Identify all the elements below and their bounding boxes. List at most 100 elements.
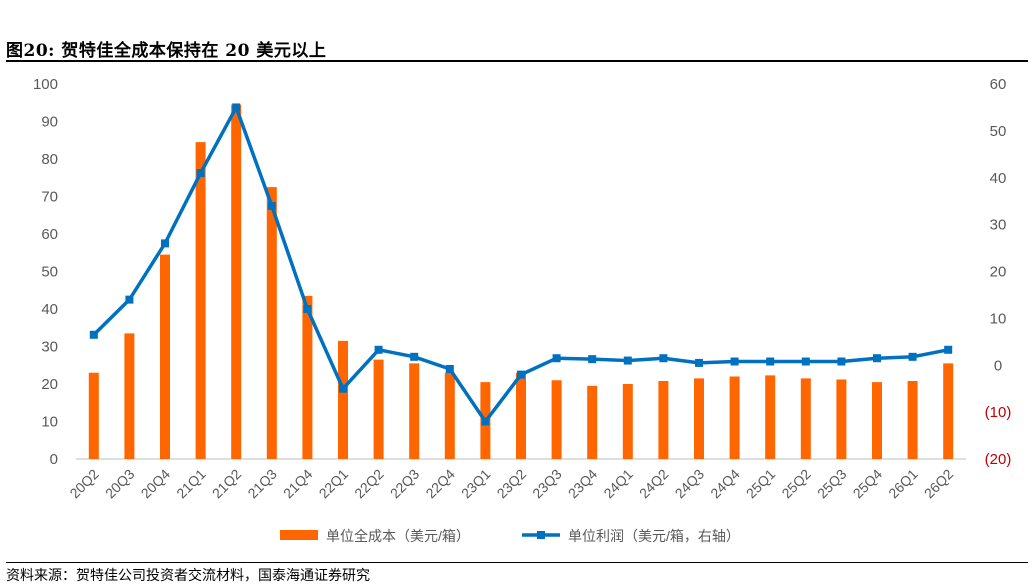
x-tick-label: 24Q3 (672, 466, 708, 502)
bar (943, 363, 954, 459)
line-marker (410, 352, 419, 361)
line-marker (908, 352, 917, 361)
line-marker (944, 345, 953, 354)
line-marker (623, 356, 632, 365)
y-left-tick-label: 50 (41, 264, 58, 281)
y-right-tick-label: 50 (990, 123, 1007, 140)
bar (195, 142, 206, 459)
bar (622, 384, 633, 459)
line-marker (481, 417, 490, 426)
x-tick-label: 23Q1 (458, 466, 494, 502)
combo-chart: 0 10 20 30 40 50 60 70 80 90 100 (20) (10) 0 10 20 30 40 5… (33, 76, 1012, 544)
bar (907, 381, 918, 459)
y-right-tick-label: 60 (990, 76, 1007, 93)
line-marker (339, 384, 347, 393)
x-tick-label: 20Q3 (102, 466, 138, 502)
y-left-tick-label: 10 (41, 414, 58, 431)
line-marker (267, 201, 276, 210)
x-tick-label: 25Q3 (814, 466, 850, 502)
legend-swatch-marker (537, 531, 545, 539)
x-tick-label: 25Q4 (850, 466, 886, 502)
y-left-tick-label: 0 (50, 451, 58, 468)
x-tick-label: 22Q1 (316, 466, 352, 502)
chart-legend: 单位全成本（美元/箱） 单位利润（美元/箱，右轴） (280, 528, 740, 544)
x-tick-label: 25Q2 (778, 466, 814, 502)
line-marker (89, 330, 98, 339)
line-marker (659, 354, 668, 363)
x-tick-label: 23Q2 (494, 466, 530, 502)
y-left-tick-label: 20 (41, 376, 58, 393)
line-marker (232, 103, 241, 112)
y-left-tick-label: 30 (41, 339, 58, 356)
y-right-tick-label: 10 (990, 310, 1007, 327)
bar-series (88, 104, 954, 459)
bar (373, 359, 384, 459)
x-tick-label: 24Q4 (707, 466, 743, 502)
y-left-tick-label: 100 (33, 76, 58, 93)
line-marker (161, 239, 169, 248)
bar (872, 382, 882, 459)
line-marker (588, 355, 597, 364)
line-marker (766, 357, 775, 366)
x-tick-label: 21Q1 (173, 466, 209, 502)
legend-swatch-bar (280, 530, 318, 540)
title-divider (6, 60, 1028, 62)
bar (409, 363, 420, 459)
line-marker (837, 357, 846, 366)
source-divider (6, 562, 1028, 563)
x-tick-label: 22Q2 (351, 466, 387, 502)
bar (587, 385, 598, 459)
figure-title: 图20: 贺特佳全成本保持在 20 美元以上 (6, 41, 327, 61)
x-tick-label: 22Q4 (422, 466, 458, 502)
line-marker (196, 169, 205, 178)
bar (338, 340, 348, 459)
line-series (89, 103, 953, 426)
line-marker (445, 365, 454, 373)
source-note: 资料来源：贺特佳公司投资者交流材料，国泰海通证券研究 (6, 568, 370, 584)
y-right-tick-label: 20 (990, 264, 1007, 281)
x-tick-label: 21Q3 (244, 466, 280, 502)
bar (551, 380, 562, 459)
bar (729, 376, 740, 459)
x-tick-label: 21Q2 (209, 466, 245, 502)
x-tick-label: 23Q4 (565, 466, 601, 502)
x-tick-label: 20Q2 (66, 466, 102, 502)
line-marker (303, 305, 312, 313)
x-tick-label: 24Q2 (636, 466, 672, 502)
bar (302, 295, 313, 459)
y-left-tick-label: 90 (41, 114, 58, 131)
bar (444, 372, 455, 459)
line-marker (801, 357, 810, 366)
y-right-tick-label: (20) (985, 451, 1012, 468)
legend-label-bar: 单位全成本（美元/箱） (326, 528, 470, 544)
y-right-tick-label: 0 (994, 357, 1002, 374)
y-right-tick-label: (10) (985, 404, 1012, 421)
line-marker (517, 370, 525, 379)
line-marker (730, 357, 739, 366)
bar (658, 381, 669, 459)
bar (516, 372, 526, 459)
bar (160, 254, 170, 459)
x-tick-label: 23Q3 (529, 466, 565, 502)
y-right-tick-label: 40 (990, 170, 1007, 187)
x-tick-label: 22Q3 (387, 466, 423, 502)
y-left-tick-label: 40 (41, 301, 58, 318)
y-left-tick-label: 70 (41, 189, 58, 206)
x-tick-label: 20Q4 (138, 466, 174, 502)
x-tick-label: 25Q1 (743, 466, 779, 502)
y-left-tick-label: 80 (41, 151, 58, 168)
line-marker (695, 358, 703, 367)
bar (266, 187, 277, 459)
x-tick-label: 21Q4 (280, 466, 316, 502)
x-tick-label: 26Q2 (921, 466, 957, 502)
bar (694, 378, 704, 459)
bar (800, 378, 811, 459)
line-marker (552, 354, 561, 363)
bar (836, 379, 847, 459)
bar (124, 333, 135, 459)
bar (765, 375, 776, 459)
line-marker (374, 345, 383, 354)
legend-label-line: 单位利润（美元/箱，右轴） (568, 528, 740, 544)
x-tick-label: 24Q1 (600, 466, 636, 502)
bar (231, 104, 242, 459)
